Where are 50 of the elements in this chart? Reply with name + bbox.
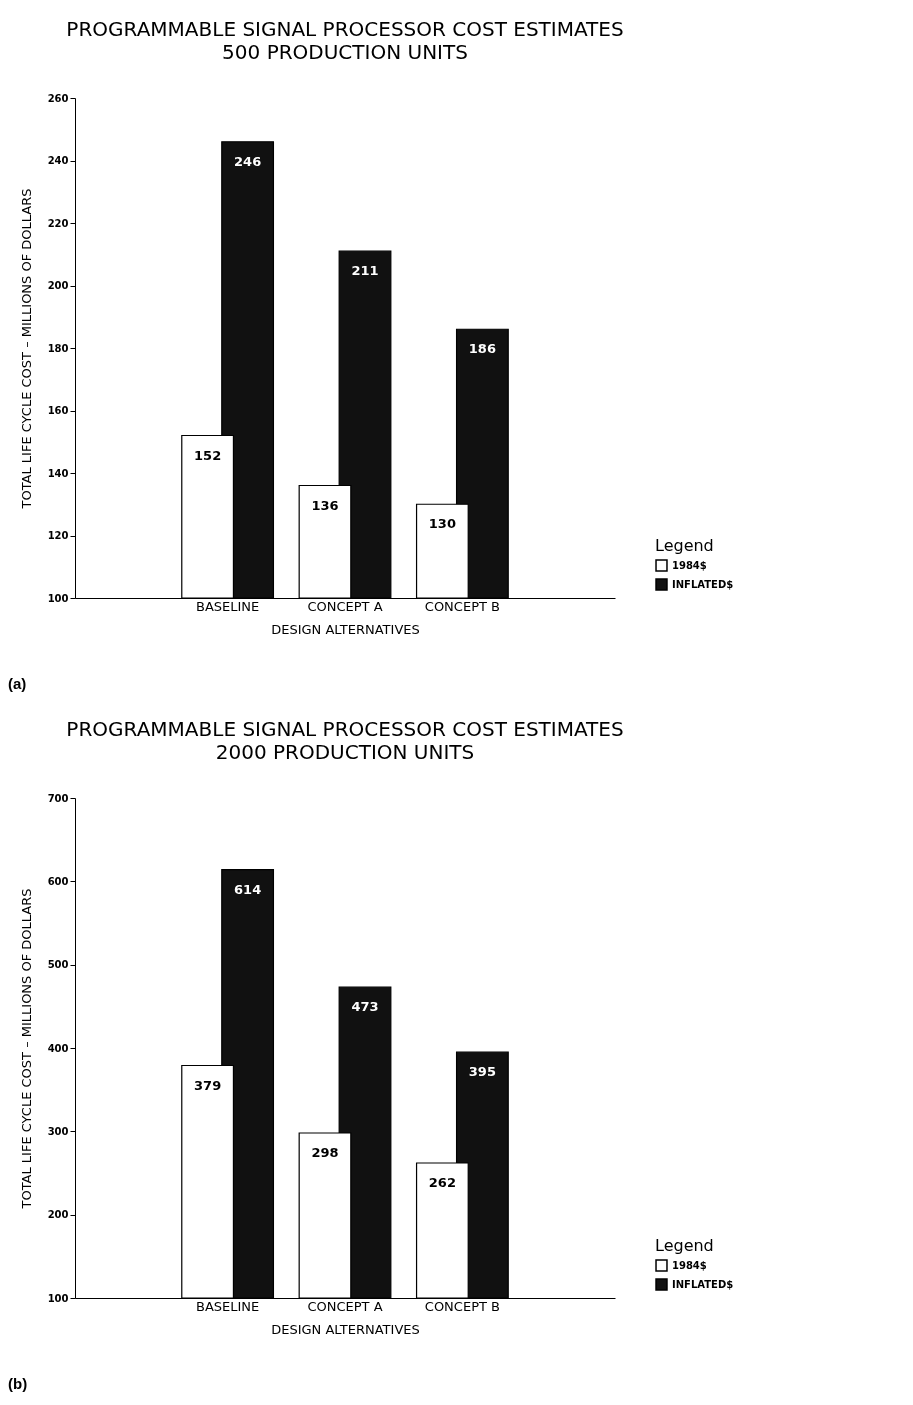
data-label: 379 (194, 1077, 222, 1093)
x-tick-label: BASELINE (195, 598, 260, 614)
y-tick-label: 600 (47, 875, 69, 887)
chart-subtitle: 2000 PRODUCTION UNITS (215, 740, 475, 764)
data-label: 186 (468, 341, 496, 357)
chart-title: PROGRAMMABLE SIGNAL PROCESSOR COST ESTIMATES (66, 17, 624, 41)
data-label: 395 (468, 1064, 496, 1080)
legend-label: 1984$ (672, 559, 707, 571)
data-label: 473 (351, 999, 379, 1015)
y-tick-label: 180 (47, 342, 69, 354)
chart-subtitle: 500 PRODUCTION UNITS (222, 40, 468, 64)
y-tick-label: 140 (47, 467, 69, 479)
x-axis-title: DESIGN ALTERNATIVES (271, 621, 420, 637)
data-label: 246 (234, 153, 262, 169)
text: (b) (8, 1375, 28, 1392)
legend-label: INFLATED$ (672, 1278, 734, 1290)
data-label: 130 (428, 516, 456, 532)
y-tick-label: 700 (47, 792, 69, 804)
data-label: 614 (234, 881, 262, 897)
y-tick-label: 220 (47, 217, 69, 229)
chart-title: PROGRAMMABLE SIGNAL PROCESSOR COST ESTIMATES (66, 717, 624, 741)
legend-label: 1984$ (672, 1259, 707, 1271)
y-tick-label: 300 (47, 1125, 69, 1137)
text: (a) (8, 675, 27, 692)
data-label: 298 (311, 1145, 339, 1160)
y-axis-title: TOTAL LIFE CYCLE COST – MILLIONS OF DOLLARS (18, 188, 34, 510)
y-tick-label: 240 (47, 155, 69, 166)
x-tick-label: CONCEPT B (424, 1298, 500, 1314)
y-tick-label: 160 (47, 405, 69, 416)
legend-label: INFLATED$ (672, 578, 734, 590)
legend-title: Legend (655, 1236, 714, 1255)
y-tick-label: 400 (47, 1042, 69, 1054)
y-tick-label: 260 (47, 92, 69, 104)
x-tick-label: CONCEPT A (307, 1298, 383, 1314)
data-label: 152 (194, 447, 222, 463)
x-tick-label: CONCEPT A (307, 598, 383, 614)
y-tick-label: 120 (47, 530, 69, 541)
data-label: 262 (428, 1175, 456, 1190)
y-axis-title: TOTAL LIFE CYCLE COST – MILLIONS OF DOLLARS (18, 888, 34, 1210)
y-tick-label: 100 (47, 1292, 69, 1304)
data-label: 136 (311, 497, 339, 513)
y-tick-label: 500 (47, 959, 69, 971)
y-tick-label: 100 (47, 592, 69, 604)
x-tick-label: BASELINE (195, 1298, 260, 1314)
y-tick-label: 200 (47, 280, 69, 291)
x-tick-label: CONCEPT B (424, 598, 500, 614)
x-axis-title: DESIGN ALTERNATIVES (271, 1321, 420, 1337)
data-label: 211 (351, 263, 379, 279)
legend-title: Legend (655, 536, 714, 555)
y-tick-label: 200 (47, 1209, 69, 1221)
